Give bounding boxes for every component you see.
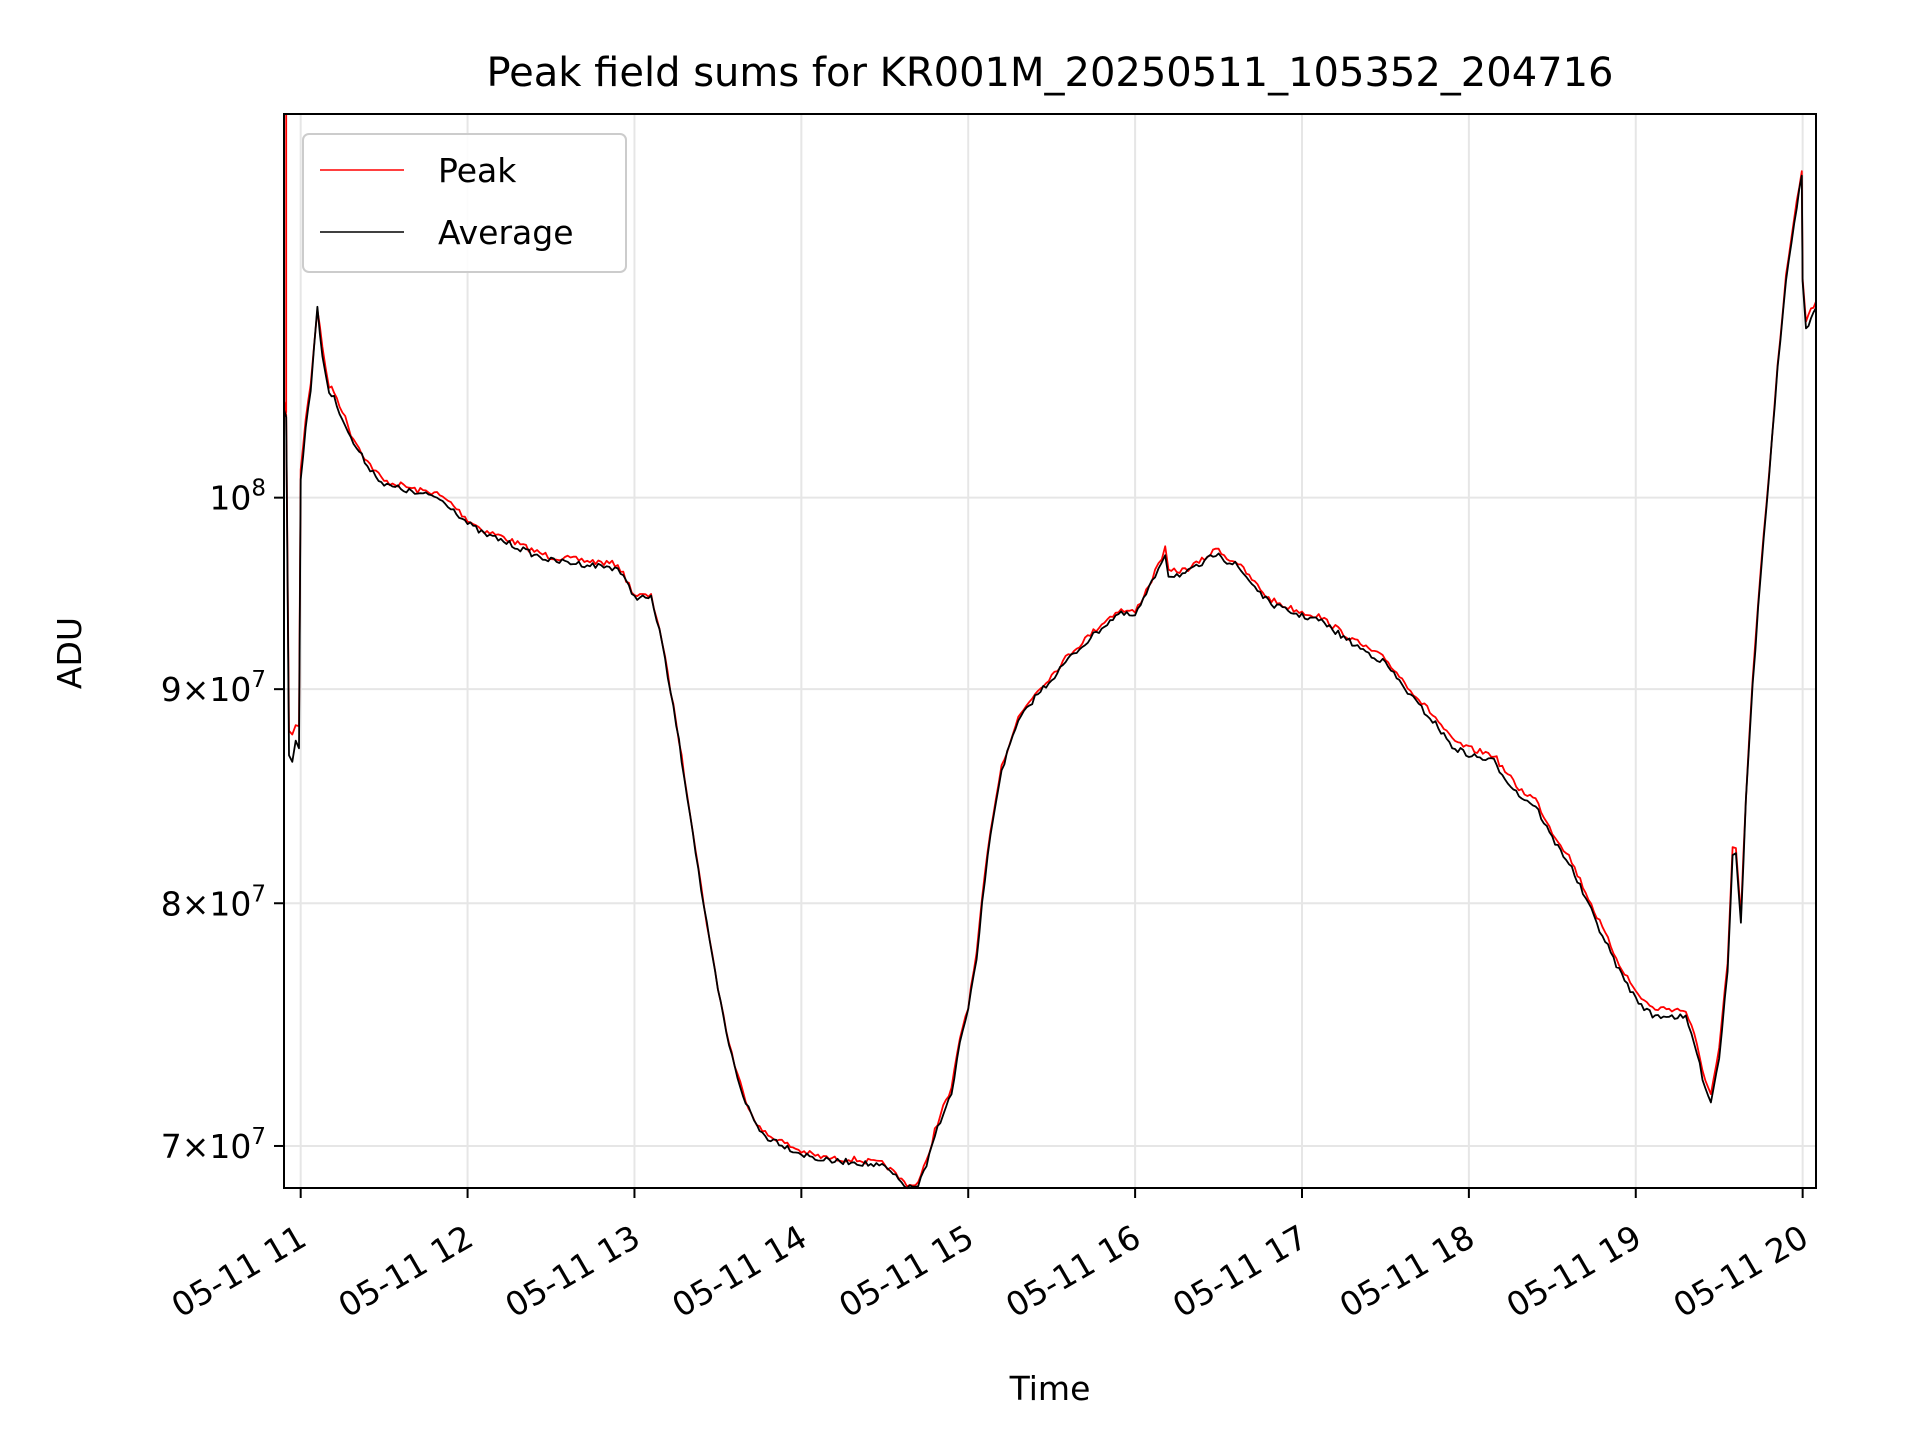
- legend-average-label: Average: [438, 213, 574, 252]
- plot-frame: [283, 113, 1817, 1189]
- y-axis: 7×107 8×107 9×107 108: [161, 476, 284, 1166]
- y-tick-label: 7×107: [161, 1124, 266, 1166]
- legend-peak-label: Peak: [438, 151, 517, 190]
- grid: [284, 114, 1816, 1188]
- y-axis-label: ADU: [50, 617, 89, 689]
- chart-title: Peak field sums for KR001M_20250511_1053…: [486, 50, 1613, 96]
- y-tick-label: 8×107: [161, 881, 266, 923]
- series-line-peak: [283, 113, 1817, 1188]
- series-line-average: [283, 174, 1817, 1190]
- legend: Peak Average: [302, 133, 627, 273]
- legend-box: [302, 133, 627, 273]
- y-tick-label: 9×107: [161, 667, 266, 709]
- series-layer: [283, 113, 1817, 1190]
- x-axis-label: Time: [1009, 1369, 1091, 1408]
- y-tick-label: 108: [209, 476, 266, 518]
